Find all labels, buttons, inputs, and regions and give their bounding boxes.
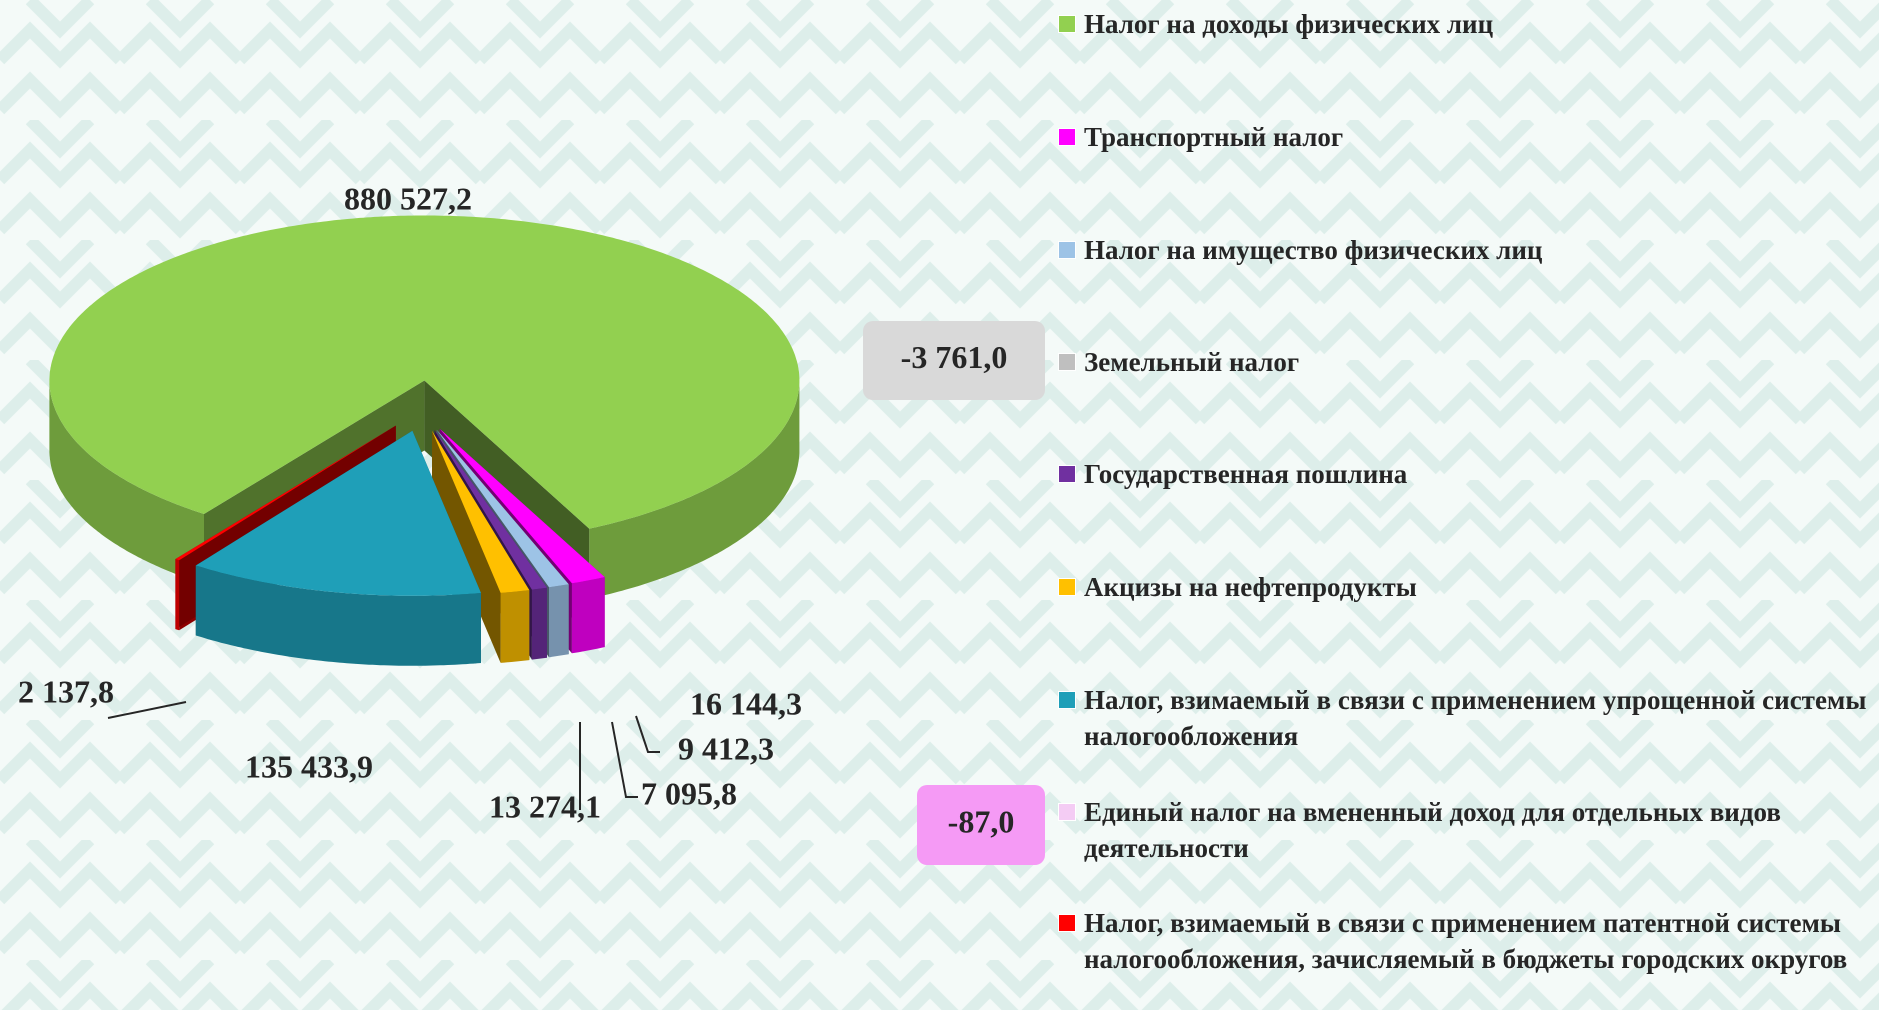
legend-item: Налог, взимаемый в связи с применением п… — [1058, 905, 1873, 977]
slice-side — [500, 590, 530, 663]
slice — [175, 425, 396, 561]
slice — [436, 429, 569, 588]
data-label: 7 095,8 — [641, 775, 737, 811]
value-box — [917, 785, 1045, 865]
data-label: 16 144,3 — [690, 685, 802, 721]
data-label: 2 137,8 — [18, 673, 114, 709]
slice — [432, 430, 530, 593]
legend-item: Налог на имущество физических лиц — [1058, 232, 1873, 268]
legend-swatch — [1058, 128, 1076, 146]
legend-label: Земельный налог — [1084, 347, 1300, 377]
slice — [432, 430, 530, 663]
legend-swatch — [1058, 803, 1076, 821]
legend-item: Налог на доходы физических лиц — [1058, 6, 1873, 42]
legend-label: Государственная пошлина — [1084, 459, 1408, 489]
slice-side — [175, 559, 180, 631]
legend-item: Государственная пошлина — [1058, 456, 1873, 492]
legend-label: Транспортный налог — [1084, 122, 1344, 152]
legend-item: Земельный налог — [1058, 344, 1873, 380]
legend-label: Налог, взимаемый в связи с применением у… — [1084, 685, 1867, 751]
legend-label: Налог на доходы физических лиц — [1084, 9, 1494, 39]
slice — [195, 430, 482, 666]
legend-item: Единый налог на вмененный доход для отде… — [1058, 794, 1873, 866]
leader-line — [611, 721, 638, 798]
legend-label: Налог на имущество физических лиц — [1084, 235, 1543, 265]
legend-swatch — [1058, 691, 1076, 709]
slice-side — [589, 381, 800, 599]
legend-swatch — [1058, 578, 1076, 596]
data-label: -87,0 — [948, 803, 1015, 839]
slice-side — [195, 565, 482, 666]
slice-side — [549, 584, 569, 658]
slice-side — [571, 577, 605, 654]
legend-item: Акцизы на нефтепродукты — [1058, 569, 1873, 605]
slice-wall — [432, 430, 501, 663]
slice — [434, 430, 547, 590]
legend-label: Акцизы на нефтепродукты — [1084, 572, 1417, 602]
data-label: 880 527,2 — [344, 180, 472, 216]
leader-line — [635, 715, 660, 753]
legend-swatch — [1058, 353, 1076, 371]
leader-line — [107, 701, 187, 719]
legend-item: Транспортный налог — [1058, 119, 1873, 155]
data-label: 135 433,9 — [245, 748, 373, 784]
slice — [195, 430, 482, 596]
legend-swatch — [1058, 241, 1076, 259]
data-label: 9 412,3 — [678, 730, 774, 766]
value-box — [863, 321, 1045, 400]
legend-swatch — [1058, 914, 1076, 932]
data-label: -3 761,0 — [901, 339, 1008, 375]
legend-swatch — [1058, 15, 1076, 33]
data-label: 13 274,1 — [489, 788, 601, 824]
slice-side — [49, 380, 205, 584]
legend-label: Единый налог на вмененный доход для отде… — [1084, 797, 1781, 863]
legend-item: Налог, взимаемый в связи с применением у… — [1058, 682, 1873, 754]
slice — [439, 428, 605, 584]
slice-side — [531, 587, 547, 660]
legend-label: Налог, взимаемый в связи с применением п… — [1084, 908, 1848, 974]
slice — [49, 215, 800, 529]
legend-swatch — [1058, 465, 1076, 483]
